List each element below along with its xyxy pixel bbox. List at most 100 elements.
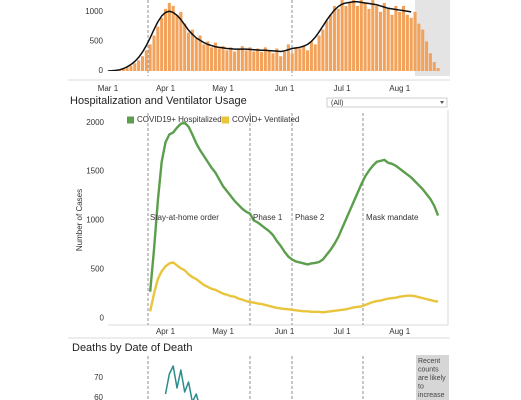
bar xyxy=(156,26,160,71)
x-tick-label: Jun 1 xyxy=(275,327,295,336)
bar xyxy=(286,44,290,71)
line xyxy=(148,121,440,292)
bar xyxy=(325,20,329,71)
x-tick-label: Aug 1 xyxy=(389,84,410,93)
note-box xyxy=(416,355,449,400)
legend-label: COVID+ Ventilated xyxy=(232,115,299,124)
bar xyxy=(244,50,248,71)
bar xyxy=(298,48,302,71)
bar xyxy=(217,48,221,71)
bar xyxy=(306,50,310,71)
bar xyxy=(171,5,175,71)
bar xyxy=(252,51,256,71)
note-line: counts xyxy=(418,366,439,373)
x-tick-label: May 1 xyxy=(212,327,234,336)
bar xyxy=(332,5,336,71)
bar xyxy=(144,50,148,71)
bar xyxy=(290,53,294,71)
bar xyxy=(367,8,371,71)
bar xyxy=(425,41,429,71)
y-tick-label: 0 xyxy=(100,313,105,322)
bar xyxy=(382,2,386,71)
bar xyxy=(190,29,194,71)
y-axis-label: Number of Cases xyxy=(75,189,84,251)
bar xyxy=(233,51,237,71)
bar xyxy=(413,11,417,71)
x-tick-label: Jul 1 xyxy=(334,84,351,93)
plot-area xyxy=(164,365,199,400)
bar xyxy=(344,5,348,71)
bar xyxy=(371,0,375,71)
bar xyxy=(187,32,191,71)
chart-title: Deaths by Date of Death xyxy=(72,342,192,354)
bar xyxy=(348,2,352,71)
bar xyxy=(309,41,313,71)
legend-label: COVID19+ Hospitalized xyxy=(137,115,222,124)
bar xyxy=(225,50,229,71)
bar xyxy=(378,11,383,71)
bar xyxy=(321,29,325,71)
bar xyxy=(428,53,432,71)
bar xyxy=(137,60,141,71)
bar xyxy=(183,23,187,71)
x-tick-label: Apr 1 xyxy=(156,327,176,336)
bar xyxy=(401,5,406,71)
bar xyxy=(279,56,283,71)
bar xyxy=(163,8,168,71)
bar xyxy=(202,44,206,71)
plot-area xyxy=(148,121,440,314)
plot-area xyxy=(107,0,440,71)
bar xyxy=(394,5,398,71)
y-tick-label: 0 xyxy=(99,66,104,75)
bar xyxy=(436,68,440,71)
dropdown-value[interactable]: (All) xyxy=(331,100,343,107)
bar xyxy=(140,56,145,71)
y-tick-label: 500 xyxy=(90,37,104,46)
bar xyxy=(375,5,379,71)
x-tick-label: Apr 1 xyxy=(156,84,176,93)
bar xyxy=(259,52,264,71)
legend-swatch xyxy=(127,116,134,124)
bar xyxy=(256,48,260,71)
bar xyxy=(363,2,367,71)
bar xyxy=(236,48,240,71)
legend-swatch xyxy=(222,116,229,124)
bar xyxy=(405,14,409,71)
bar xyxy=(229,47,233,71)
bar xyxy=(206,41,210,71)
y-tick-label: 500 xyxy=(91,264,105,273)
bar xyxy=(221,46,225,71)
y-tick-label: 1000 xyxy=(86,216,104,225)
bar xyxy=(336,8,340,71)
y-tick-label: 1500 xyxy=(86,167,104,176)
bar xyxy=(432,62,436,71)
bar xyxy=(317,35,321,71)
bar xyxy=(160,17,164,71)
x-tick-label: Jun 1 xyxy=(275,84,295,93)
note-line: to xyxy=(418,383,424,390)
x-tick-label: May 1 xyxy=(212,84,234,93)
note-line: Recent xyxy=(418,358,440,365)
incomplete-data-shade xyxy=(415,0,450,76)
filter-dropdown[interactable]: (All) xyxy=(326,97,448,108)
bar xyxy=(359,0,363,71)
y-tick-label: 1000 xyxy=(85,7,103,16)
bar xyxy=(263,47,267,71)
bar xyxy=(390,14,394,71)
y-tick-label: 2000 xyxy=(86,118,104,127)
chart-title: Hospitalization and Ventilator Usage xyxy=(70,95,247,107)
note-line: are likely xyxy=(418,375,446,382)
line xyxy=(148,261,439,314)
bar xyxy=(125,67,129,71)
annotation: Phase 2 xyxy=(295,213,325,222)
bar xyxy=(248,47,252,71)
dropdown-caret[interactable] xyxy=(440,101,444,104)
bar xyxy=(240,46,244,71)
x-tick-label: Aug 1 xyxy=(389,327,410,336)
bar xyxy=(352,0,356,71)
dropdown-box[interactable] xyxy=(326,97,448,108)
bar xyxy=(294,47,298,71)
bar xyxy=(194,38,198,71)
x-tick-label: Jul 1 xyxy=(334,327,351,336)
